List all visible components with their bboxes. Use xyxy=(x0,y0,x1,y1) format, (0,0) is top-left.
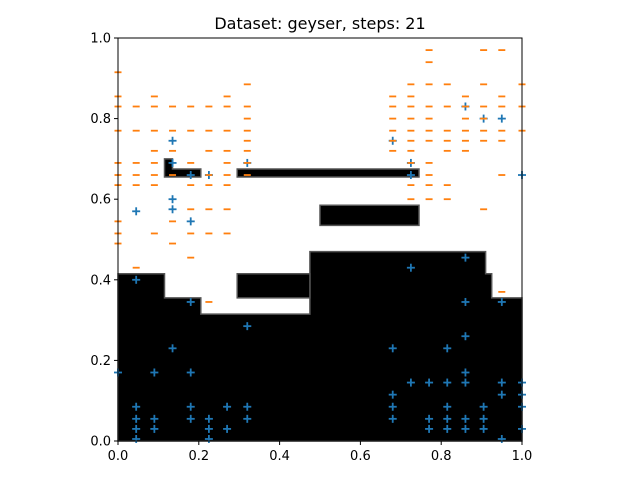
blue-plus-marker xyxy=(186,414,195,423)
x-tick-label: 0.6 xyxy=(350,449,371,464)
blue-plus-marker xyxy=(150,424,159,433)
blue-plus-marker xyxy=(243,414,252,423)
blue-plus-marker xyxy=(168,344,177,353)
blue-plus-marker xyxy=(461,414,470,423)
blue-plus-marker xyxy=(132,434,141,443)
blue-plus-marker xyxy=(461,297,470,306)
blue-plus-marker xyxy=(425,378,434,387)
blue-plus-marker xyxy=(388,390,397,399)
x-tick-label: 0.8 xyxy=(431,449,452,464)
x-tick-label: 1.0 xyxy=(512,449,533,464)
blue-plus-marker xyxy=(406,171,415,180)
blue-plus-marker xyxy=(479,424,488,433)
blue-plus-marker xyxy=(388,414,397,423)
blue-plus-marker xyxy=(461,332,470,341)
chart-title: Dataset: geyser, steps: 21 xyxy=(214,14,425,33)
x-tick-label: 0.2 xyxy=(188,449,209,464)
blue-plus-marker xyxy=(497,390,506,399)
blue-plus-marker xyxy=(461,253,470,262)
blue-plus-marker xyxy=(461,378,470,387)
blue-plus-marker xyxy=(132,207,141,216)
y-tick-label: 0.0 xyxy=(90,435,111,450)
blue-plus-marker xyxy=(150,368,159,377)
blue-plus-marker xyxy=(186,171,195,180)
blue-plus-marker xyxy=(168,158,177,167)
x-tick-label: 0.0 xyxy=(108,449,129,464)
blue-plus-marker xyxy=(497,378,506,387)
blue-plus-marker xyxy=(461,424,470,433)
blue-plus-marker xyxy=(443,424,452,433)
blue-plus-marker xyxy=(168,136,177,145)
blue-plus-marker xyxy=(132,414,141,423)
blue-plus-marker xyxy=(186,368,195,377)
blue-plus-marker xyxy=(479,414,488,423)
blue-plus-marker xyxy=(168,195,177,204)
blue-plus-marker xyxy=(425,414,434,423)
blue-plus-marker xyxy=(186,402,195,411)
decision-region-1 xyxy=(236,273,311,299)
blue-plus-marker xyxy=(443,344,452,353)
axes-frame xyxy=(117,37,523,442)
blue-plus-marker xyxy=(461,368,470,377)
blue-plus-marker xyxy=(497,114,506,123)
blue-plus-marker xyxy=(388,402,397,411)
blue-plus-marker xyxy=(132,275,141,284)
blue-plus-marker xyxy=(388,344,397,353)
blue-plus-marker xyxy=(425,424,434,433)
y-tick-label: 0.4 xyxy=(90,273,111,288)
blue-plus-marker xyxy=(204,424,213,433)
blue-plus-marker xyxy=(204,434,213,443)
decision-regions xyxy=(117,158,523,442)
decision-region-3 xyxy=(236,168,420,178)
plot-area xyxy=(114,37,526,443)
blue-plus-marker xyxy=(223,402,232,411)
y-axis: 0.0 0.2 0.4 0.6 0.8 1.0 xyxy=(90,32,118,450)
blue-plus-marker xyxy=(497,434,506,443)
blue-plus-marker xyxy=(443,414,452,423)
x-axis: 0.0 0.2 0.4 0.6 0.8 1.0 xyxy=(108,441,533,464)
blue-plus-marker xyxy=(497,297,506,306)
blue-plus-marker xyxy=(479,402,488,411)
blue-plus-marker xyxy=(243,322,252,331)
blue-plus-marker xyxy=(223,424,232,433)
blue-plus-marker xyxy=(168,205,177,214)
y-tick-label: 1.0 xyxy=(90,32,111,47)
blue-plus-marker xyxy=(186,297,195,306)
blue-plus-marker xyxy=(150,414,159,423)
y-tick-label: 0.6 xyxy=(90,193,111,208)
blue-plus-marker xyxy=(443,402,452,411)
x-tick-label: 0.4 xyxy=(269,449,290,464)
decision-region-4 xyxy=(163,158,202,178)
blue-plus-marker xyxy=(443,378,452,387)
y-tick-label: 0.8 xyxy=(90,112,111,127)
decision-region-0 xyxy=(117,250,523,442)
blue-plus-marker xyxy=(406,263,415,272)
blue-plus-marker xyxy=(186,217,195,226)
blue-plus-marker xyxy=(406,378,415,387)
blue-plus-marker xyxy=(132,424,141,433)
blue-plus-marker xyxy=(243,402,252,411)
blue-plus-marker xyxy=(204,414,213,423)
blue-plus-marker xyxy=(132,402,141,411)
decision-region-2 xyxy=(319,204,420,227)
y-tick-label: 0.2 xyxy=(90,354,111,369)
